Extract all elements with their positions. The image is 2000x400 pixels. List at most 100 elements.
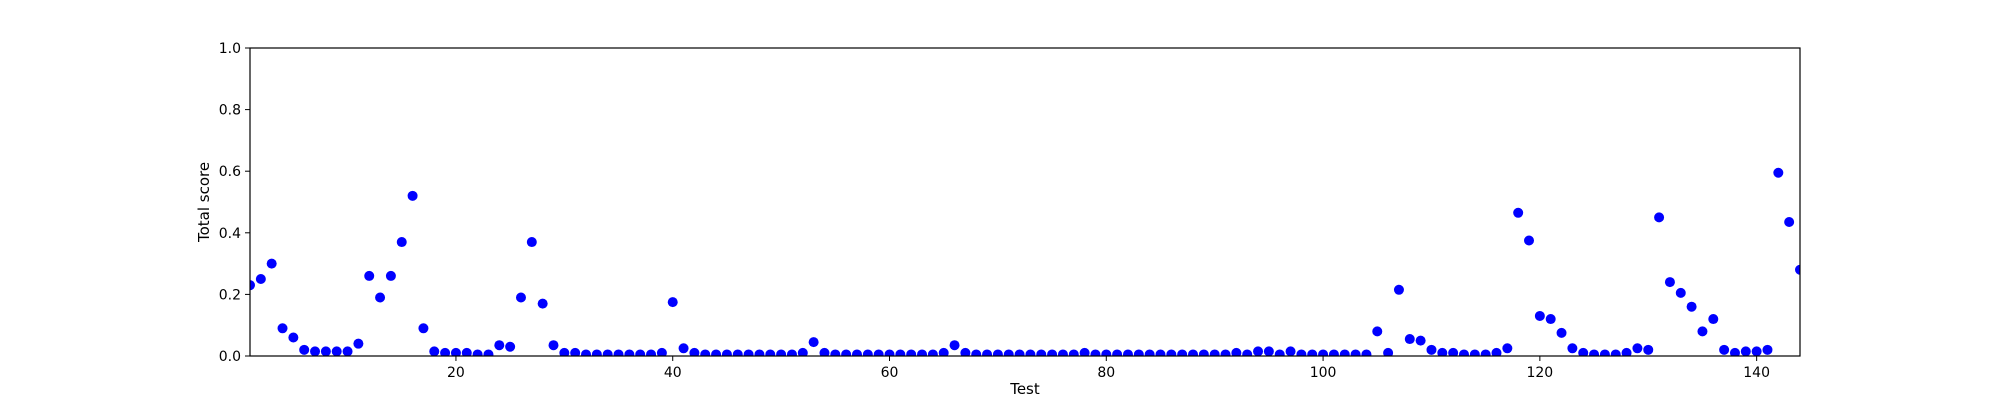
- data-point: [385, 270, 396, 281]
- data-point: [1599, 349, 1610, 356]
- data-point: [1751, 346, 1762, 356]
- data-point: [1133, 349, 1144, 356]
- data-point: [288, 332, 299, 343]
- data-point: [1448, 347, 1459, 356]
- data-point: [1556, 327, 1567, 338]
- data-point: [461, 347, 472, 356]
- data-point: [1729, 347, 1740, 356]
- data-point: [1686, 301, 1697, 312]
- data-point: [895, 349, 906, 356]
- data-point: [754, 349, 765, 356]
- data-point: [1762, 344, 1773, 355]
- data-point: [505, 341, 516, 352]
- data-point: [581, 349, 592, 356]
- x-tick-label: 60: [881, 365, 899, 381]
- data-point: [830, 349, 841, 356]
- data-point: [1578, 347, 1589, 356]
- data-point: [982, 349, 993, 356]
- data-point: [255, 274, 266, 284]
- data-point: [526, 237, 537, 248]
- data-point: [277, 323, 288, 334]
- y-tick-label: 0.4: [219, 226, 241, 242]
- data-point: [689, 347, 700, 356]
- data-point: [1122, 349, 1133, 356]
- data-point: [250, 280, 255, 291]
- y-tick-label: 0.2: [219, 287, 241, 303]
- data-point: [624, 349, 635, 356]
- data-point: [570, 347, 581, 356]
- data-point: [1361, 349, 1372, 356]
- data-point: [602, 349, 613, 356]
- data-point: [700, 349, 711, 356]
- data-point: [1480, 349, 1491, 356]
- data-point: [483, 349, 494, 356]
- plot-frame: [249, 47, 1801, 357]
- data-point: [1469, 349, 1480, 356]
- data-point: [1253, 346, 1264, 356]
- data-point: [472, 349, 483, 356]
- data-point: [938, 347, 949, 356]
- ticks-layer: 20 40 60 80 100 120 140 0.0 0.2 0.4 0.6 0.8 1.0: [219, 41, 1770, 381]
- data-point: [1610, 349, 1621, 356]
- data-point: [1003, 349, 1014, 356]
- data-point: [1589, 349, 1600, 356]
- data-point: [927, 349, 938, 356]
- data-point: [310, 346, 321, 356]
- data-point: [407, 190, 418, 201]
- data-point: [440, 347, 451, 356]
- data-point: [1654, 212, 1665, 223]
- data-point: [862, 349, 873, 356]
- data-point: [1524, 235, 1535, 246]
- data-point: [1177, 349, 1188, 356]
- data-point: [494, 340, 505, 351]
- data-point: [1274, 349, 1285, 356]
- data-point: [1014, 349, 1025, 356]
- data-point: [548, 340, 559, 351]
- data-point: [765, 349, 776, 356]
- data-point: [646, 349, 657, 356]
- data-point: [1513, 207, 1524, 218]
- data-point: [808, 337, 819, 348]
- data-point: [1350, 349, 1361, 356]
- data-point: [1101, 349, 1112, 356]
- data-point: [949, 340, 960, 351]
- data-point: [971, 349, 982, 356]
- data-point: [656, 347, 667, 356]
- data-point: [1079, 347, 1090, 356]
- data-point: [1458, 349, 1469, 356]
- data-point: [851, 349, 862, 356]
- data-point: [667, 297, 678, 308]
- data-point: [992, 349, 1003, 356]
- data-point: [678, 343, 689, 354]
- data-point: [515, 292, 526, 303]
- data-point: [732, 349, 743, 356]
- data-point: [1664, 277, 1675, 288]
- data-point: [1307, 349, 1318, 356]
- data-point: [1719, 344, 1730, 355]
- data-point: [1068, 349, 1079, 356]
- data-point: [721, 349, 732, 356]
- data-point: [1166, 349, 1177, 356]
- data-point: [960, 347, 971, 356]
- data-point: [1242, 349, 1253, 356]
- data-point: [786, 349, 797, 356]
- data-point: [537, 298, 548, 309]
- data-point: [906, 349, 917, 356]
- y-tick-label: 1.0: [219, 41, 241, 57]
- x-tick-label: 20: [447, 365, 465, 381]
- data-point: [1491, 347, 1502, 356]
- data-point: [1090, 349, 1101, 356]
- data-point: [1697, 326, 1708, 337]
- data-point: [1296, 349, 1307, 356]
- data-point: [1545, 314, 1556, 325]
- data-point: [884, 349, 895, 356]
- data-point: [1426, 344, 1437, 355]
- data-point: [1231, 347, 1242, 356]
- data-point: [1437, 347, 1448, 356]
- data-point: [635, 349, 646, 356]
- data-point: [320, 346, 331, 356]
- data-point: [591, 349, 602, 356]
- data-point: [613, 349, 624, 356]
- data-point: [1198, 349, 1209, 356]
- data-point: [1339, 349, 1350, 356]
